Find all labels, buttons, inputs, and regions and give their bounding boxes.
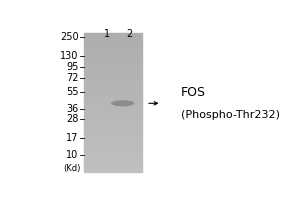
Bar — [84, 125, 142, 127]
Bar — [84, 113, 142, 115]
Bar — [84, 51, 142, 52]
Text: 95: 95 — [66, 62, 79, 72]
Text: (Kd): (Kd) — [64, 164, 81, 173]
Bar — [84, 151, 142, 153]
Bar — [84, 87, 142, 89]
Text: 130: 130 — [60, 51, 79, 61]
Bar — [84, 37, 142, 38]
Bar — [84, 109, 142, 111]
Bar — [84, 163, 142, 165]
Text: 17: 17 — [66, 133, 79, 143]
Bar — [84, 77, 142, 78]
Bar — [84, 54, 142, 56]
Bar — [84, 132, 142, 134]
Bar — [84, 97, 142, 99]
Bar — [84, 89, 142, 90]
Bar — [84, 165, 142, 167]
Bar — [84, 161, 142, 163]
Bar — [84, 35, 142, 37]
Bar — [84, 45, 142, 47]
Bar — [84, 40, 142, 42]
Bar — [84, 148, 142, 149]
Ellipse shape — [111, 100, 134, 106]
Bar — [84, 155, 142, 156]
Text: 1: 1 — [104, 29, 110, 39]
Bar — [84, 127, 142, 129]
Bar — [84, 70, 142, 71]
Bar — [84, 38, 142, 40]
Bar — [84, 64, 142, 66]
Bar — [84, 101, 142, 103]
Bar — [84, 118, 142, 120]
Bar — [84, 68, 142, 70]
Bar — [84, 80, 142, 82]
Bar — [84, 104, 142, 106]
Bar — [84, 141, 142, 142]
Bar — [84, 106, 142, 108]
Bar — [84, 153, 142, 155]
Bar — [84, 71, 142, 73]
Bar — [84, 156, 142, 158]
Bar — [84, 96, 142, 97]
Bar — [84, 75, 142, 77]
Bar — [84, 63, 142, 64]
Bar — [84, 52, 142, 54]
Bar — [84, 137, 142, 139]
Bar — [84, 167, 142, 168]
Text: 250: 250 — [60, 32, 79, 42]
Bar — [84, 160, 142, 161]
Bar — [84, 94, 142, 96]
Bar — [84, 73, 142, 75]
Bar — [84, 66, 142, 68]
Text: (Phospho-Thr232): (Phospho-Thr232) — [181, 110, 280, 120]
Bar — [84, 122, 142, 123]
Bar — [84, 82, 142, 83]
Bar — [84, 99, 142, 101]
Bar — [84, 130, 142, 132]
Bar — [84, 139, 142, 141]
Text: 55: 55 — [66, 87, 79, 97]
Bar — [84, 135, 142, 137]
Bar — [84, 142, 142, 144]
Text: FOS: FOS — [181, 86, 206, 99]
Text: 10: 10 — [66, 150, 79, 160]
Bar — [84, 149, 142, 151]
Bar — [84, 158, 142, 160]
Bar — [84, 33, 142, 35]
Bar — [84, 92, 142, 94]
Bar — [84, 115, 142, 116]
Bar — [84, 47, 142, 49]
Bar — [84, 120, 142, 122]
Bar — [84, 146, 142, 148]
Bar — [84, 144, 142, 146]
Bar — [84, 42, 142, 44]
Bar — [84, 111, 142, 113]
Bar — [84, 57, 142, 59]
Bar — [84, 168, 142, 170]
Bar — [84, 170, 142, 172]
Text: 28: 28 — [66, 114, 79, 124]
Bar — [84, 108, 142, 109]
Bar — [84, 44, 142, 45]
Bar — [84, 129, 142, 130]
Bar — [84, 116, 142, 118]
Bar — [84, 85, 142, 87]
Bar — [84, 49, 142, 51]
Bar — [84, 56, 142, 57]
Text: 2: 2 — [126, 29, 132, 39]
Text: 36: 36 — [66, 104, 79, 114]
Bar — [84, 61, 142, 63]
Bar — [84, 123, 142, 125]
Bar — [84, 83, 142, 85]
Text: 72: 72 — [66, 73, 79, 83]
Bar — [84, 59, 142, 61]
Bar — [84, 90, 142, 92]
Bar — [84, 134, 142, 135]
Bar — [84, 78, 142, 80]
Bar — [84, 103, 142, 104]
